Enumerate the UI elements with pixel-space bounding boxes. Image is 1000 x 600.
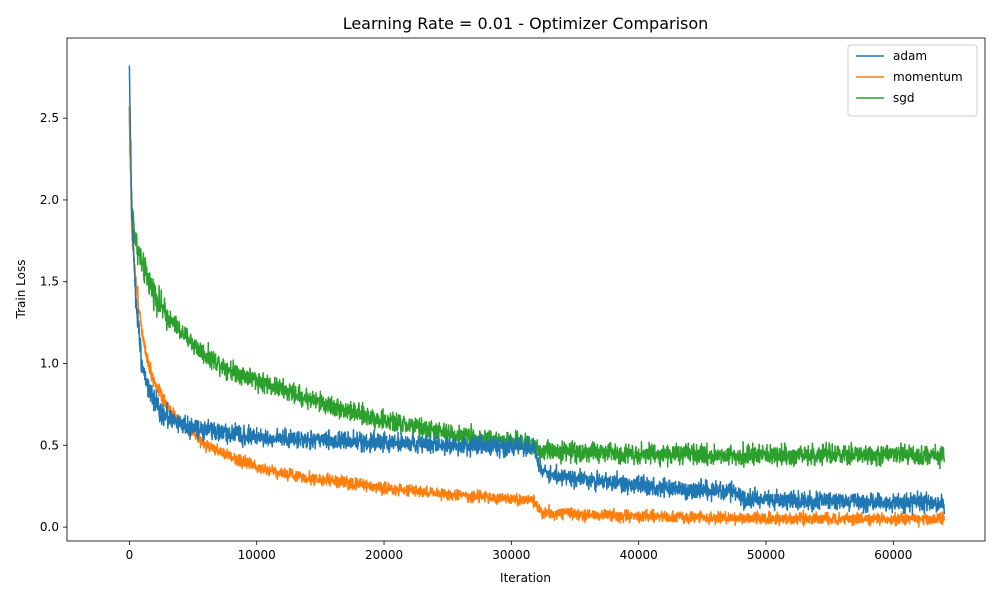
y-tick-label: 1.5 bbox=[40, 275, 59, 289]
series-layer bbox=[128, 65, 946, 528]
legend-label-adam: adam bbox=[893, 49, 927, 63]
legend: adam momentum sgd bbox=[847, 44, 978, 117]
y-tick-label: 2.0 bbox=[40, 193, 59, 207]
legend-label-sgd: sgd bbox=[893, 91, 915, 105]
y-tick-label: 2.5 bbox=[40, 111, 59, 125]
y-tick-label: 1.0 bbox=[40, 357, 59, 371]
x-tick-label: 30000 bbox=[492, 548, 530, 562]
x-tick-label: 0 bbox=[126, 548, 134, 562]
x-tick-label: 20000 bbox=[365, 548, 403, 562]
axes-layer: 0 10000 20000 30000 40000 50000 60000 0.0 0.5 1.0… bbox=[40, 37, 986, 562]
legend-label-momentum: momentum bbox=[893, 70, 963, 84]
y-tick-label: 0.0 bbox=[40, 520, 59, 534]
y-tick-label: 0.5 bbox=[40, 438, 59, 452]
x-axis-title: Iteration bbox=[500, 571, 551, 585]
x-tick-label: 40000 bbox=[620, 548, 658, 562]
series-line-adam bbox=[128, 65, 946, 516]
x-tick-label: 50000 bbox=[747, 548, 785, 562]
chart-title: Learning Rate = 0.01 - Optimizer Compari… bbox=[343, 14, 709, 33]
y-axis-title: Train Loss bbox=[14, 260, 28, 320]
plot-frame bbox=[66, 37, 986, 542]
series-line-momentum bbox=[128, 105, 946, 528]
series-line-sgd bbox=[128, 107, 946, 470]
x-tick-label: 60000 bbox=[874, 548, 912, 562]
x-tick-label: 10000 bbox=[238, 548, 276, 562]
